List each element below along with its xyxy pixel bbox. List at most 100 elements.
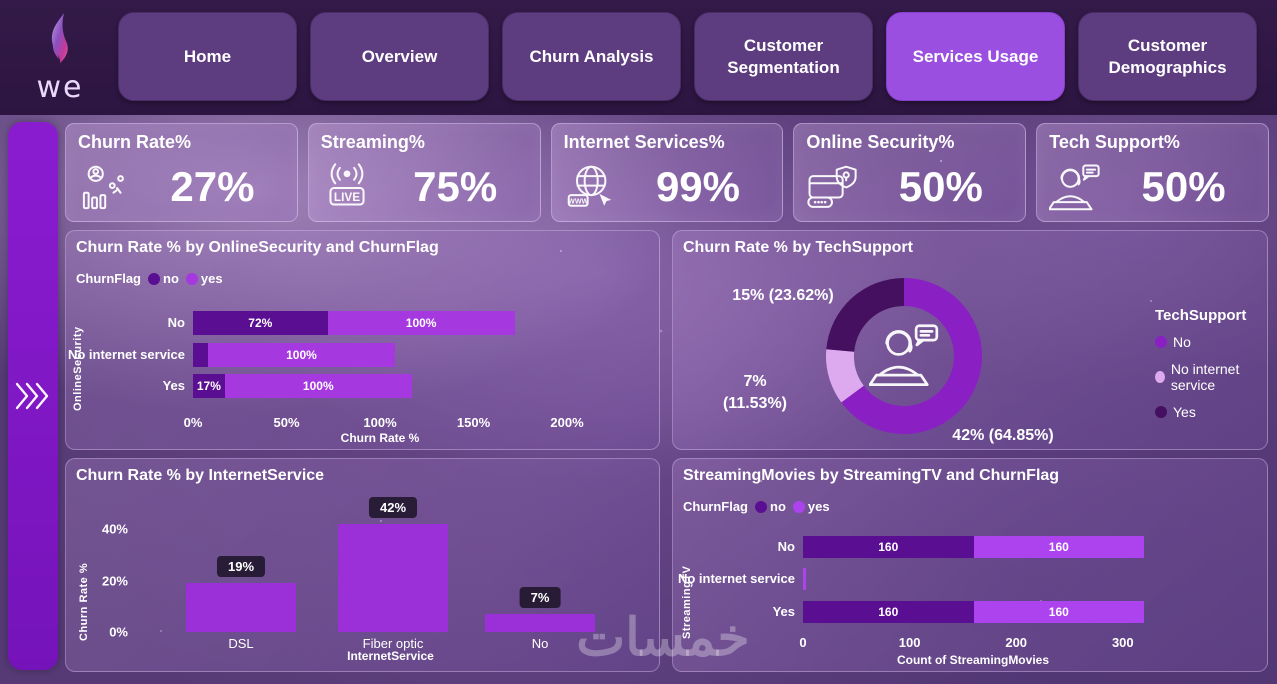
bar-segment-yes[interactable]: 160 — [973, 601, 1145, 623]
legend-title: TechSupport — [1155, 307, 1247, 324]
svg-text:••••: •••• — [814, 197, 827, 208]
donut-slice-no-internet-service[interactable] — [826, 349, 864, 403]
category-label: Fiber optic — [362, 636, 424, 651]
plot-area: No 160 160 No internet service Yes 160 160 0 100… — [673, 459, 1267, 671]
category-label: DSL — [228, 636, 254, 651]
kpi-value: 27% — [170, 163, 255, 210]
bar-segment-no[interactable]: 160 — [803, 601, 974, 623]
tab-customer-demographics[interactable]: Customer Demographics — [1078, 12, 1257, 101]
x-axis-title: Churn Rate % — [340, 431, 420, 445]
tab-churn-analysis[interactable]: Churn Analysis — [502, 12, 681, 101]
bar-segment-no[interactable]: 17% — [193, 374, 225, 398]
column-bar[interactable] — [338, 523, 448, 632]
legend-no-dot — [755, 500, 767, 513]
chart-title: Churn Rate % by InternetService — [76, 467, 325, 484]
chart-streamingmovies-by-streamingtv: StreamingMovies by StreamingTV and Churn… — [672, 458, 1268, 672]
churnflag-legend: ChurnFlag no yes — [683, 499, 830, 514]
legend-no-label: no — [770, 499, 786, 514]
bar-segment-yes[interactable]: 160 — [973, 536, 1145, 558]
tab-overview[interactable]: Overview — [310, 12, 489, 101]
kpi-title: Internet Services% — [563, 132, 725, 152]
legend-title: ChurnFlag — [683, 499, 748, 514]
kpi-value: 99% — [655, 163, 741, 210]
live-broadcast-icon: LIVE — [329, 163, 365, 206]
card-shield-lock-icon: •••• — [807, 165, 858, 208]
category-label: Yes — [772, 604, 795, 619]
logo-text: we — [36, 70, 84, 105]
value-label-chip: 19% — [216, 556, 266, 578]
x-axis-title: Count of StreamingMovies — [896, 653, 1049, 667]
category-label: No — [167, 315, 185, 330]
x-axis-tick: 100% — [363, 415, 397, 430]
we-flame-icon — [51, 13, 68, 63]
bar-segment-yes[interactable] — [803, 568, 807, 590]
churn-people-chart-icon — [82, 165, 124, 210]
bar-segment-yes[interactable]: 100% — [224, 374, 412, 398]
chart-churn-by-internetservice: Churn Rate % by InternetService Churn Ra… — [65, 458, 660, 672]
support-agent-icon — [1049, 164, 1100, 211]
support-agent-icon — [869, 324, 939, 386]
kpi-value: 50% — [1141, 163, 1226, 210]
plot-area: No 72% 100% No internet service 100% Yes 17% 10… — [66, 231, 659, 449]
legend-no-label: no — [163, 271, 179, 286]
kpi-internet-services: Internet Services% WWW 99% — [550, 123, 784, 222]
kpi-title: Tech Support% — [1049, 132, 1180, 152]
x-axis-tick: 0 — [799, 635, 807, 650]
donut-label-no-internet: 7% (11.53%) — [722, 373, 788, 412]
donut-slice-no[interactable] — [841, 278, 982, 434]
bar-segment-no[interactable]: 160 — [803, 536, 974, 558]
bar-segment-yes[interactable]: 100% — [207, 343, 395, 367]
kpi-online-security: Online Security% •••• 50% — [793, 123, 1027, 222]
chart-title: Churn Rate % by TechSupport — [683, 239, 913, 256]
churnflag-legend: ChurnFlag no yes — [76, 271, 223, 286]
column-bar[interactable] — [186, 583, 296, 632]
donut-slice-yes[interactable] — [826, 278, 904, 352]
column-bar[interactable] — [485, 613, 595, 632]
legend-no-dot — [1155, 336, 1167, 348]
svg-text:WWW: WWW — [568, 197, 588, 205]
category-label: No internet service — [677, 571, 795, 586]
top-navbar: we Home Overview Churn Analysis Customer… — [0, 0, 1277, 115]
bar-segment-yes[interactable]: 100% — [327, 311, 515, 335]
bar-segment-no[interactable]: 72% — [193, 311, 328, 335]
category-label: Yes — [162, 378, 185, 393]
tab-services-usage[interactable]: Services Usage — [886, 12, 1065, 101]
legend-yes-label: yes — [807, 499, 830, 514]
svg-text:LIVE: LIVE — [334, 190, 360, 204]
donut-label-no: 42% (64.85%) — [952, 427, 1054, 444]
bar-segment-no[interactable] — [193, 343, 208, 367]
category-label: No internet service — [67, 347, 185, 362]
category-label: No — [777, 539, 795, 554]
kpi-churn-rate: Churn Rate% 27% — [65, 123, 298, 222]
donut-label-yes: 15% (23.62%) — [732, 287, 834, 304]
kpi-tech-support: Tech Support% 50% — [1036, 123, 1269, 222]
plot-area: 0% 20% 40% 19% DSL 42% Fiber optic 7% No — [66, 459, 659, 671]
chart-churn-by-onlinesecurity: Churn Rate % by OnlineSecurity and Churn… — [65, 230, 660, 450]
legend-no-internet-label: No internet service — [1170, 361, 1240, 393]
donut-chart — [826, 278, 982, 434]
x-axis-tick: 0% — [183, 415, 203, 430]
chart-churn-by-techsupport: Churn Rate % by TechSupport 15% (23.62%)… — [672, 230, 1268, 450]
sidebar-expand-rail[interactable] — [8, 122, 58, 670]
chart-title: StreamingMovies by StreamingTV and Churn… — [683, 467, 1060, 484]
kpi-title: Churn Rate% — [78, 132, 192, 152]
legend-no-dot — [148, 272, 160, 285]
y-axis-tick: 40% — [101, 521, 128, 537]
legend-no-internet-dot — [1155, 371, 1165, 383]
kpi-row: Churn Rate% 27% Streaming% LIVE 75% Int — [65, 123, 1269, 222]
kpi-streaming: Streaming% LIVE 75% — [307, 123, 541, 222]
y-axis-tick: 0% — [109, 624, 128, 640]
y-axis-tick: 20% — [101, 573, 128, 588]
nav-tabs: Home Overview Churn Analysis Customer Se… — [118, 12, 1270, 102]
kpi-value: 50% — [898, 163, 983, 210]
techsupport-legend: TechSupport No No internet service Yes — [1155, 307, 1267, 431]
kpi-title: Streaming% — [320, 132, 425, 152]
legend-title: ChurnFlag — [76, 271, 141, 286]
tab-customer-segmentation[interactable]: Customer Segmentation — [694, 12, 873, 101]
x-axis-tick: 50% — [273, 415, 300, 430]
value-label-chip: 42% — [368, 496, 418, 518]
tab-home[interactable]: Home — [118, 12, 297, 101]
x-axis-tick: 200 — [1005, 635, 1028, 650]
value-label-chip: 7% — [519, 586, 561, 608]
